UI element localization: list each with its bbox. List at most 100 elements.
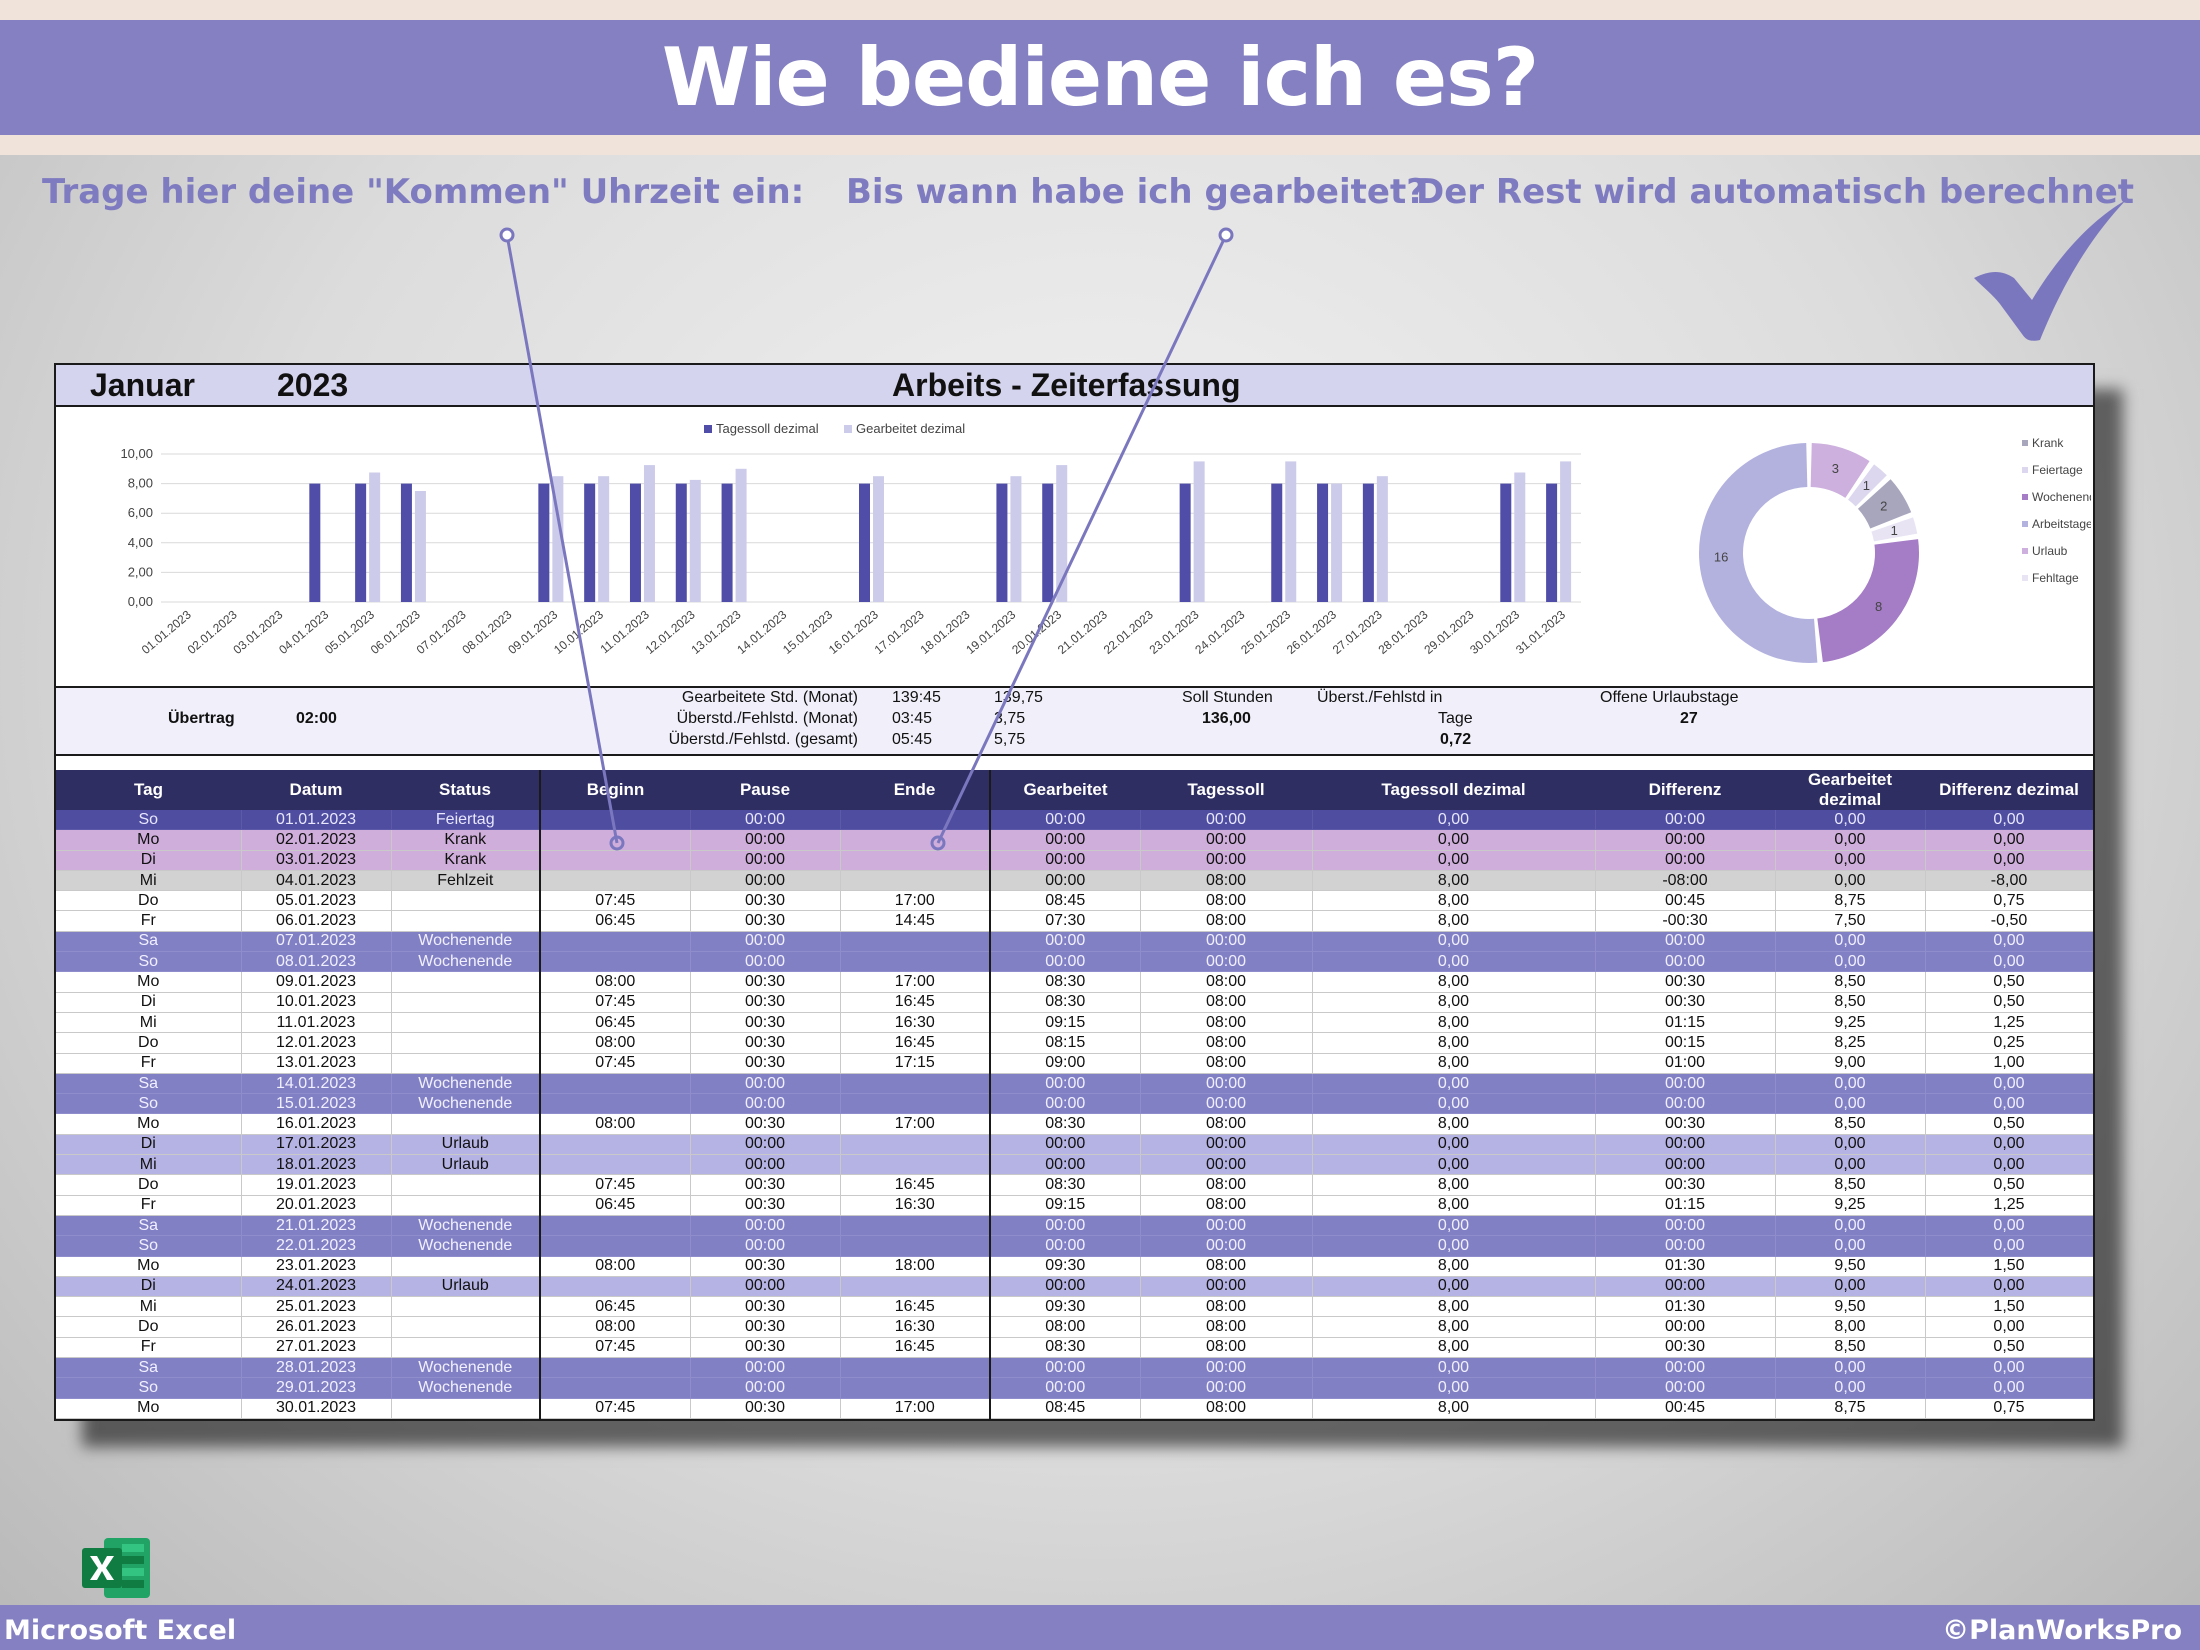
cell-status[interactable] xyxy=(391,1398,541,1419)
cell-ende[interactable]: 16:45 xyxy=(840,1337,991,1359)
cell-ende[interactable] xyxy=(840,1154,991,1176)
cell-pause[interactable]: 00:00 xyxy=(690,829,841,851)
cell-beginn[interactable] xyxy=(539,1215,691,1237)
cell-ende[interactable]: 16:30 xyxy=(840,1195,991,1216)
cell-ende[interactable]: 17:00 xyxy=(840,1398,991,1419)
cell-beginn[interactable] xyxy=(539,931,691,953)
cell-beginn[interactable] xyxy=(539,1134,691,1156)
cell-ende[interactable]: 16:45 xyxy=(840,1418,991,1419)
cell-status[interactable] xyxy=(391,1316,541,1338)
cell-ende[interactable] xyxy=(840,870,991,892)
cell-ende[interactable] xyxy=(840,1134,991,1156)
cell-ende[interactable]: 16:30 xyxy=(840,1012,991,1034)
cell-ende[interactable] xyxy=(840,1235,991,1257)
cell-ende[interactable] xyxy=(840,931,991,953)
cell-status[interactable]: Urlaub xyxy=(391,1276,541,1298)
cell-pause[interactable]: 00:30 xyxy=(690,1032,841,1054)
cell-status[interactable]: Wochenende xyxy=(391,1073,541,1095)
cell-ende[interactable]: 17:00 xyxy=(840,890,991,912)
month-label[interactable]: Januar xyxy=(90,367,195,403)
cell-pause[interactable]: 00:30 xyxy=(690,1053,841,1074)
cell-beginn[interactable] xyxy=(539,850,691,871)
cell-pause[interactable]: 00:30 xyxy=(690,1316,841,1338)
cell-status[interactable]: Feiertag xyxy=(391,810,541,831)
cell-pause[interactable]: 00:00 xyxy=(690,951,841,973)
cell-ende[interactable] xyxy=(840,1276,991,1298)
cell-beginn[interactable] xyxy=(539,829,691,851)
cell-ende[interactable]: 16:45 xyxy=(840,1032,991,1054)
cell-status[interactable]: Wochenende xyxy=(391,951,541,973)
cell-status[interactable]: Urlaub xyxy=(391,1134,541,1156)
cell-pause[interactable]: 00:00 xyxy=(690,850,841,871)
cell-beginn[interactable]: 08:00 xyxy=(539,1316,691,1338)
cell-status[interactable]: Wochenende xyxy=(391,1357,541,1379)
cell-status[interactable] xyxy=(391,1113,541,1135)
cell-pause[interactable]: 00:00 xyxy=(690,1276,841,1298)
year-label[interactable]: 2023 xyxy=(277,367,349,403)
cell-pause[interactable]: 00:00 xyxy=(690,1357,841,1379)
cell-ende[interactable] xyxy=(840,951,991,973)
cell-beginn[interactable]: 06:45 xyxy=(539,910,691,932)
cell-ende[interactable]: 18:00 xyxy=(840,1256,991,1277)
cell-ende[interactable] xyxy=(840,1377,991,1399)
cell-status[interactable] xyxy=(391,910,541,932)
cell-pause[interactable]: 00:30 xyxy=(690,1296,841,1318)
cell-status[interactable]: Fehlzeit xyxy=(391,870,541,892)
cell-beginn[interactable]: 06:45 xyxy=(539,1012,691,1034)
cell-beginn[interactable]: 08:00 xyxy=(539,971,691,993)
cell-status[interactable] xyxy=(391,971,541,993)
cell-ende[interactable] xyxy=(840,1093,991,1115)
cell-beginn[interactable] xyxy=(539,951,691,973)
cell-status[interactable] xyxy=(391,1032,541,1054)
cell-beginn[interactable] xyxy=(539,1154,691,1176)
cell-pause[interactable]: 00:00 xyxy=(690,1073,841,1095)
cell-beginn[interactable] xyxy=(539,870,691,892)
cell-pause[interactable]: 00:00 xyxy=(690,1377,841,1399)
cell-pause[interactable]: 00:00 xyxy=(690,870,841,892)
cell-status[interactable]: Wochenende xyxy=(391,1093,541,1115)
cell-pause[interactable]: 00:30 xyxy=(690,971,841,993)
cell-pause[interactable]: 00:00 xyxy=(690,1154,841,1176)
cell-pause[interactable]: 00:30 xyxy=(690,1337,841,1359)
cell-beginn[interactable]: 07:45 xyxy=(539,1398,691,1419)
cell-ende[interactable]: 16:45 xyxy=(840,992,991,1013)
cell-pause[interactable]: 00:00 xyxy=(690,931,841,953)
cell-pause[interactable]: 00:30 xyxy=(690,1195,841,1216)
cell-pause[interactable]: 00:00 xyxy=(690,1093,841,1115)
cell-status[interactable] xyxy=(391,1195,541,1216)
cell-pause[interactable]: 00:00 xyxy=(690,1134,841,1156)
cell-beginn[interactable]: 07:45 xyxy=(539,992,691,1013)
cell-ende[interactable]: 16:45 xyxy=(840,1296,991,1318)
cell-status[interactable] xyxy=(391,1053,541,1074)
cell-pause[interactable]: 00:30 xyxy=(690,1174,841,1196)
cell-beginn[interactable]: 08:00 xyxy=(539,1256,691,1277)
cell-status[interactable] xyxy=(391,890,541,912)
cell-pause[interactable]: 00:30 xyxy=(690,890,841,912)
cell-ende[interactable]: 14:45 xyxy=(840,910,991,932)
cell-ende[interactable] xyxy=(840,1073,991,1095)
cell-beginn[interactable]: 08:00 xyxy=(539,1113,691,1135)
cell-ende[interactable] xyxy=(840,1357,991,1379)
cell-pause[interactable]: 00:30 xyxy=(690,910,841,932)
cell-status[interactable]: Krank xyxy=(391,850,541,871)
cell-status[interactable]: Wochenende xyxy=(391,1235,541,1257)
cell-pause[interactable]: 00:00 xyxy=(690,810,841,831)
cell-ende[interactable]: 17:00 xyxy=(840,1113,991,1135)
cell-beginn[interactable]: 07:45 xyxy=(539,1337,691,1359)
cell-ende[interactable] xyxy=(840,1215,991,1237)
cell-status[interactable]: Wochenende xyxy=(391,1377,541,1399)
cell-status[interactable] xyxy=(391,1012,541,1034)
cell-pause[interactable]: 00:00 xyxy=(690,1235,841,1257)
cell-beginn[interactable]: 07:45 xyxy=(539,1174,691,1196)
cell-ende[interactable]: 17:00 xyxy=(840,971,991,993)
cell-beginn[interactable] xyxy=(539,1377,691,1399)
cell-ende[interactable]: 16:45 xyxy=(840,1174,991,1196)
cell-status[interactable]: Krank xyxy=(391,829,541,851)
cell-beginn[interactable] xyxy=(539,1093,691,1115)
uebertrag-value[interactable]: 02:00 xyxy=(296,710,337,727)
cell-status[interactable] xyxy=(391,1418,541,1419)
cell-beginn[interactable]: 07:45 xyxy=(539,890,691,912)
cell-ende[interactable]: 16:30 xyxy=(840,1316,991,1338)
cell-status[interactable] xyxy=(391,1256,541,1277)
cell-ende[interactable]: 17:15 xyxy=(840,1053,991,1074)
